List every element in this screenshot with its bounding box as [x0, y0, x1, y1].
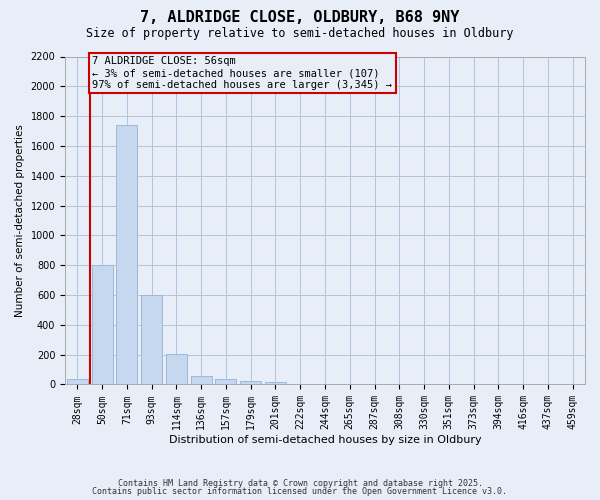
Text: 7, ALDRIDGE CLOSE, OLDBURY, B68 9NY: 7, ALDRIDGE CLOSE, OLDBURY, B68 9NY [140, 10, 460, 25]
Bar [265, 382, 286, 384]
Bar [191, 376, 212, 384]
Bar [92, 265, 113, 384]
X-axis label: Distribution of semi-detached houses by size in Oldbury: Distribution of semi-detached houses by … [169, 435, 481, 445]
Bar [240, 382, 261, 384]
Text: 7 ALDRIDGE CLOSE: 56sqm
← 3% of semi-detached houses are smaller (107)
97% of se: 7 ALDRIDGE CLOSE: 56sqm ← 3% of semi-det… [92, 56, 392, 90]
Text: Size of property relative to semi-detached houses in Oldbury: Size of property relative to semi-detach… [86, 28, 514, 40]
Bar [215, 380, 236, 384]
Y-axis label: Number of semi-detached properties: Number of semi-detached properties [15, 124, 25, 317]
Text: Contains public sector information licensed under the Open Government Licence v3: Contains public sector information licen… [92, 487, 508, 496]
Bar [141, 295, 162, 384]
Bar [166, 354, 187, 384]
Bar [116, 125, 137, 384]
Bar [67, 378, 88, 384]
Text: Contains HM Land Registry data © Crown copyright and database right 2025.: Contains HM Land Registry data © Crown c… [118, 478, 482, 488]
